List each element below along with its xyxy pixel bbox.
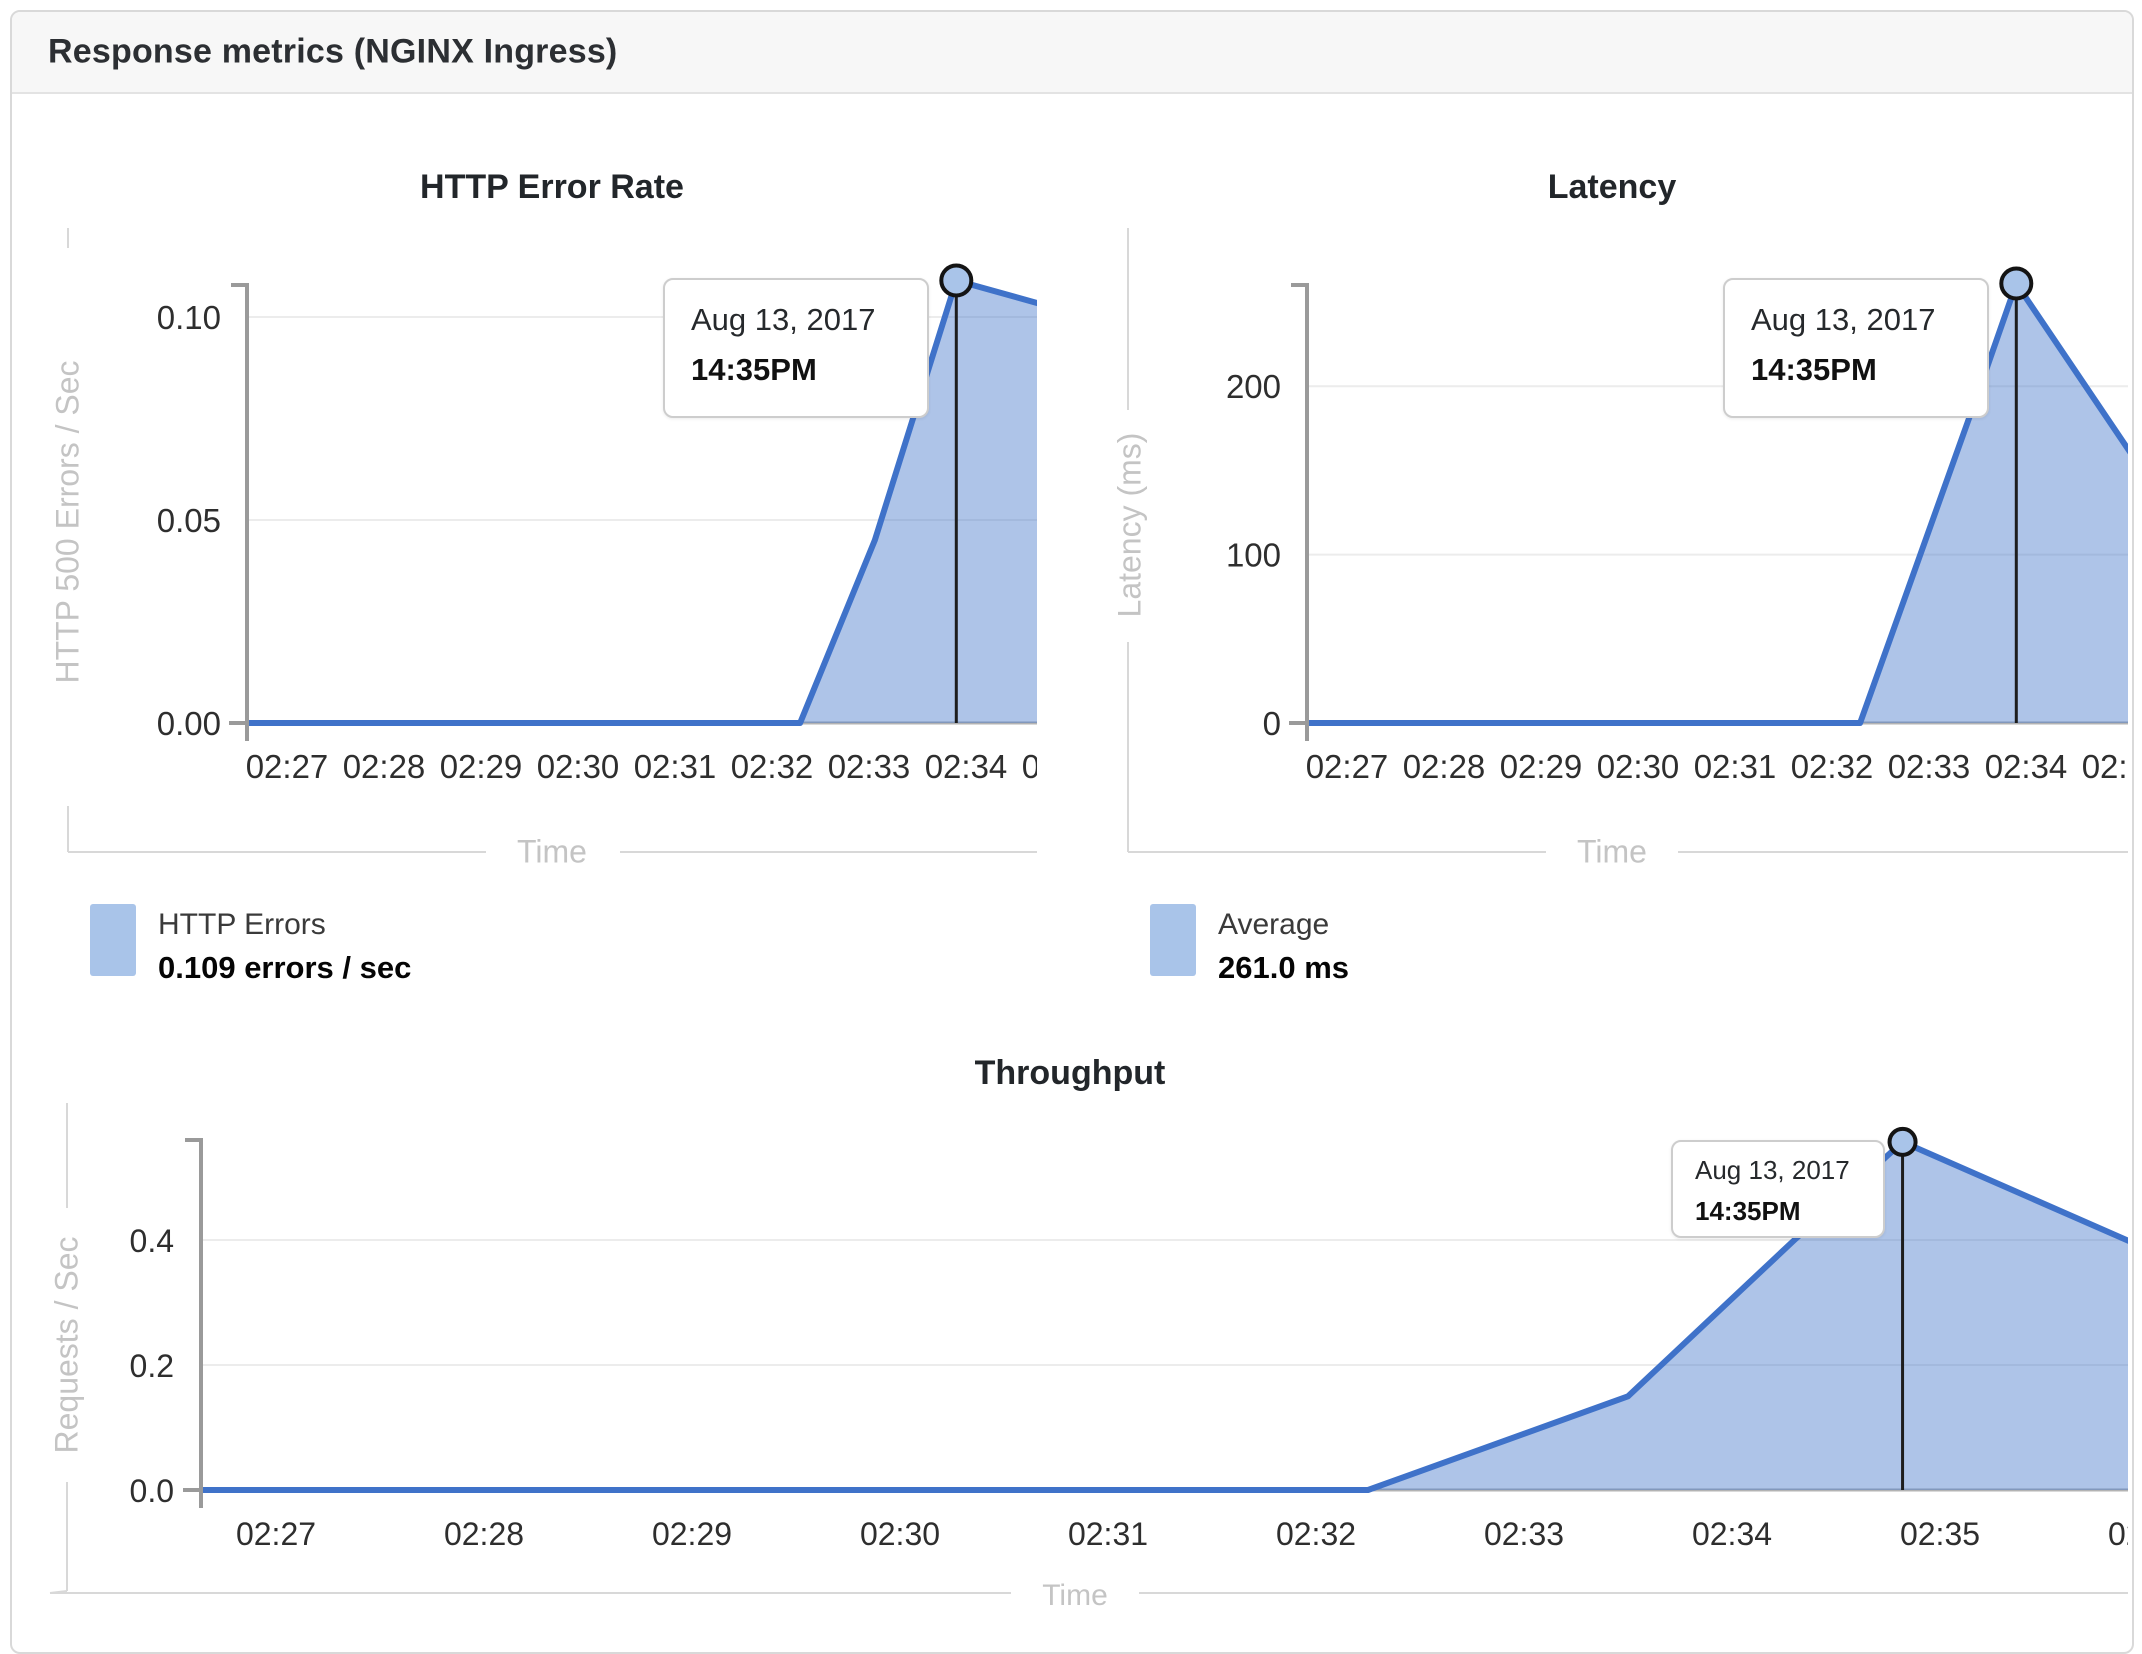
- x-tick-label: 02:31: [634, 748, 717, 785]
- chart-throughput-plot[interactable]: 0.4 0.2 0.0 02:27 02:28 02:29 02:30 02:31 02:32 0…: [130, 1126, 2142, 1552]
- series-line: [1307, 280, 2128, 726]
- x-tick-label: 02:27: [246, 748, 329, 785]
- legend-http-errors: HTTP Errors 0.109 errors / sec: [90, 904, 411, 990]
- x-tick-label: 02:31: [1694, 748, 1777, 785]
- panel-title: Response metrics (NGINX Ingress): [48, 32, 618, 71]
- y-tick-label: 0.2: [130, 1348, 174, 1384]
- tooltip-date: Aug 13, 2017: [1751, 302, 1936, 337]
- x-tick-label: 02:29: [652, 1516, 732, 1552]
- area-fill: [247, 280, 1037, 723]
- area-fill: [201, 1141, 2128, 1490]
- x-tick-label: 02:35: [1022, 748, 1105, 785]
- legend-value: 0.109 errors / sec: [158, 950, 412, 985]
- x-tick-label: 02:32: [1791, 748, 1874, 785]
- legend-name: HTTP Errors: [158, 908, 326, 941]
- legend-swatch-average: [1150, 904, 1196, 976]
- x-tick-label: 02:28: [444, 1516, 524, 1552]
- legend-name: Average: [1218, 908, 1330, 941]
- chart-title-latency: Latency: [1547, 168, 1677, 206]
- hover-marker-point[interactable]: [1999, 266, 2034, 301]
- x-tick-label: 02:35: [2082, 748, 2142, 785]
- y-tick-label: 0.4: [130, 1223, 174, 1259]
- x-tick-label: 02:32: [731, 748, 814, 785]
- panel-header: Response metrics (NGINX Ingress): [12, 12, 2132, 94]
- y-axis-label-http-errors: HTTP 500 Errors / Sec: [49, 360, 86, 684]
- legend-swatch-http-errors: [90, 904, 136, 976]
- tooltip-throughput: Aug 13, 2017 14:35PM: [1671, 1140, 1885, 1238]
- x-tick-label: 02:32: [1276, 1516, 1356, 1552]
- x-tick-label: 02:33: [1484, 1516, 1564, 1552]
- x-tick-label: 02:33: [1888, 748, 1971, 785]
- x-tick-label: 02:30: [860, 1516, 940, 1552]
- x-tick-label: 02:28: [1403, 748, 1486, 785]
- tooltip-time: 14:35PM: [1695, 1196, 1801, 1226]
- y-tick-label: 0.00: [157, 705, 221, 742]
- y-axis-label-latency: Latency (ms): [1111, 432, 1148, 618]
- tooltip-http-error-rate: Aug 13, 2017 14:35PM: [663, 278, 929, 418]
- tooltip-time: 14:35PM: [1751, 352, 1877, 387]
- x-tick-label: 02:27: [1306, 748, 1389, 785]
- area-fill: [1307, 283, 2128, 723]
- x-tick-label: 02:30: [537, 748, 620, 785]
- chart-http-error-rate-plot[interactable]: 0.10 0.05 0.00 02:27 02:28 02:29 02:30 02:31 02:…: [157, 263, 1105, 785]
- x-axis-label-time-2: Time: [1577, 833, 1647, 870]
- tooltip-latency: Aug 13, 2017 14:35PM: [1723, 278, 1989, 418]
- y-tick-label: 0.10: [157, 299, 221, 336]
- x-axis-label-time-1: Time: [517, 833, 587, 870]
- y-tick-label: 100: [1226, 537, 1281, 574]
- x-tick-label: 02:29: [440, 748, 523, 785]
- response-metrics-page: Response metrics (NGINX Ingress) 0.10 0.0…: [10, 10, 2142, 1654]
- tooltip-date: Aug 13, 2017: [691, 302, 876, 337]
- chart-title-throughput: Throughput: [974, 1054, 1166, 1092]
- x-tick-label: 02:30: [1597, 748, 1680, 785]
- hover-marker-point[interactable]: [939, 263, 974, 298]
- legend-value: 261.0 ms: [1218, 950, 1349, 985]
- y-tick-label: 0.05: [157, 502, 221, 539]
- legend-average-latency: Average 261.0 ms: [1150, 904, 1349, 990]
- axis-decoration-corner: [49, 1590, 68, 1594]
- y-axis-label-requests: Requests / Sec: [48, 1236, 85, 1454]
- chart-latency-plot[interactable]: 200 100 0 02:27 02:28 02:29 02:30 02:31 02:32 02:…: [1226, 266, 2142, 785]
- x-tick-label: 02:31: [1068, 1516, 1148, 1552]
- x-tick-label: 02:28: [343, 748, 426, 785]
- x-tick-label: 02:33: [828, 748, 911, 785]
- x-tick-label: 02:36: [2108, 1516, 2142, 1552]
- x-axis-label-time-3: Time: [1042, 1579, 1108, 1612]
- x-tick-label: 02:35: [1900, 1516, 1980, 1552]
- tooltip-time: 14:35PM: [691, 352, 817, 387]
- y-tick-label: 0.0: [130, 1473, 174, 1509]
- x-tick-label: 02:34: [925, 748, 1008, 785]
- hover-marker-point[interactable]: [1887, 1126, 1918, 1157]
- x-tick-label: 02:34: [1692, 1516, 1772, 1552]
- x-tick-label: 02:34: [1985, 748, 2068, 785]
- chart-title-http-error-rate: HTTP Error Rate: [420, 168, 684, 206]
- x-tick-label: 02:29: [1500, 748, 1583, 785]
- y-tick-label: 200: [1226, 368, 1281, 405]
- tooltip-date: Aug 13, 2017: [1695, 1155, 1850, 1185]
- y-tick-label: 0: [1263, 705, 1281, 742]
- x-tick-label: 02:27: [236, 1516, 316, 1552]
